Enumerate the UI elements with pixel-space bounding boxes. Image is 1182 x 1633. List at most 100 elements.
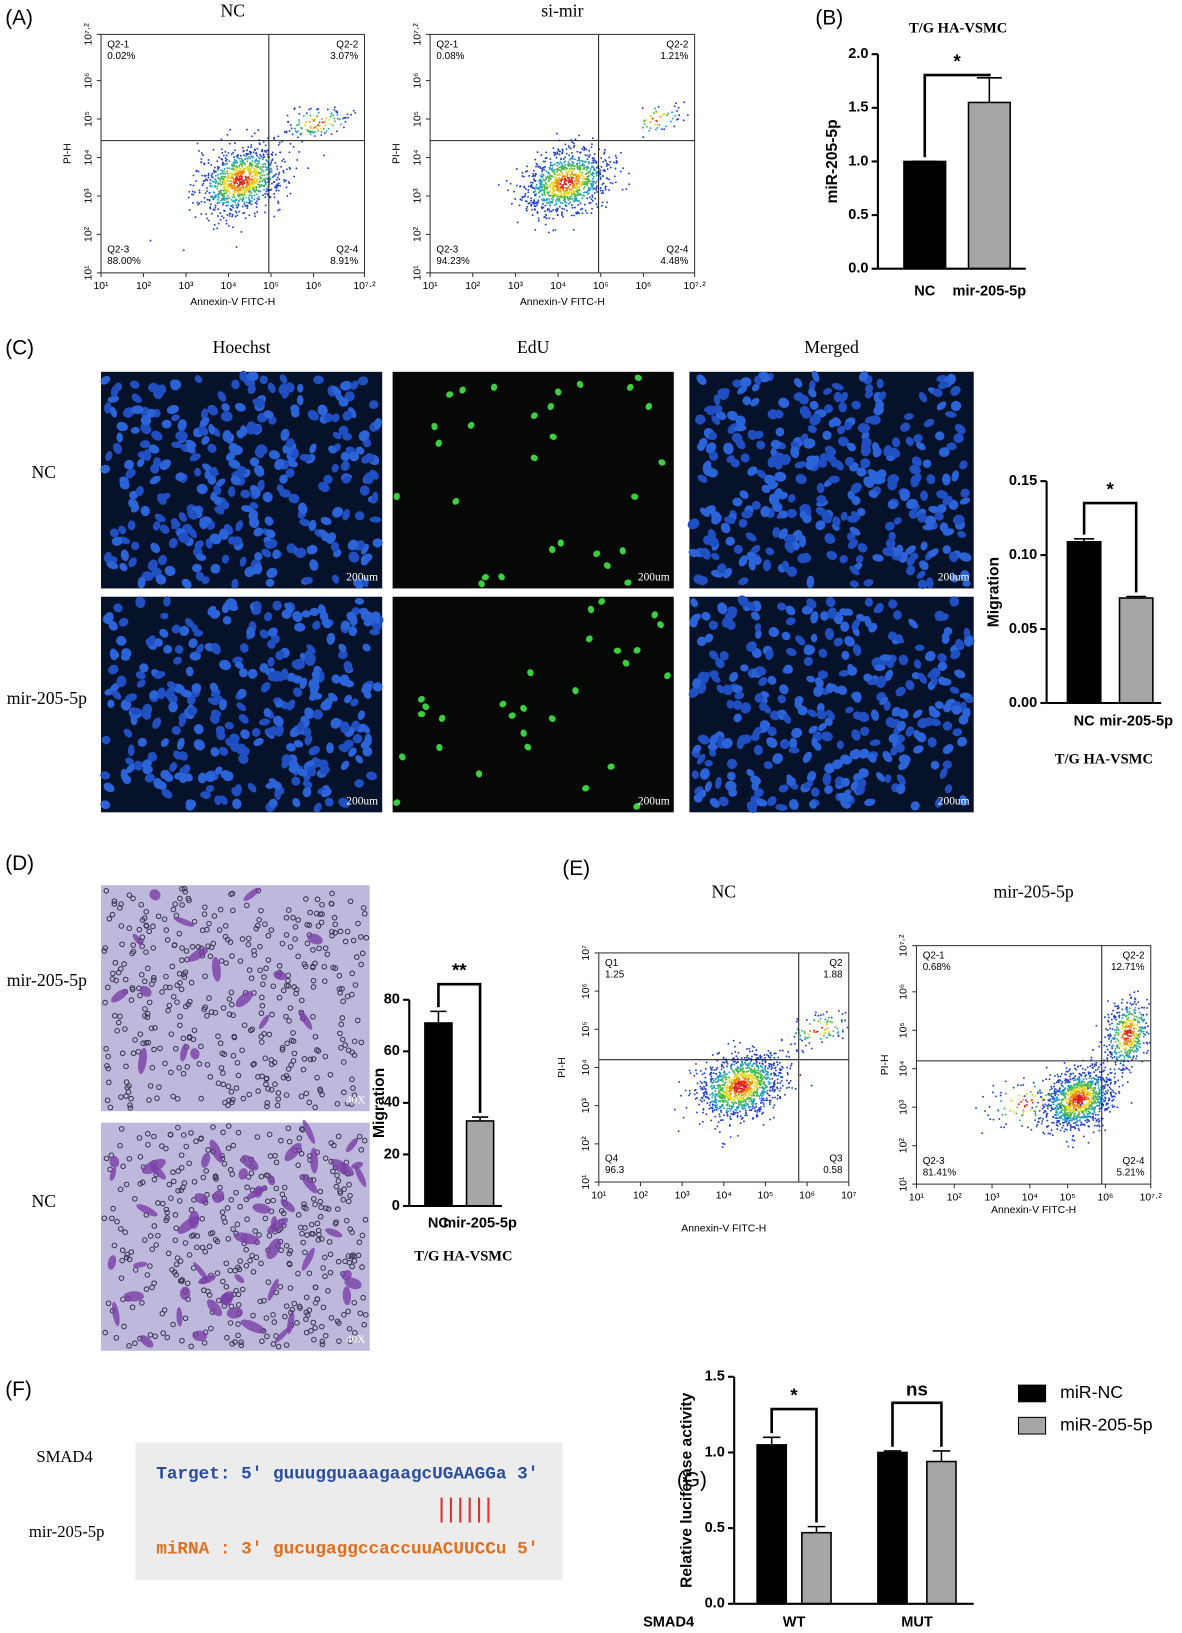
- y-tick-label: 10³: [83, 188, 94, 204]
- event-dot: [742, 1090, 745, 1093]
- event-dot: [567, 202, 570, 205]
- event-dot: [593, 159, 596, 162]
- event-dot: [530, 199, 532, 202]
- row-label: mir-205-5p: [29, 1522, 105, 1541]
- event-dot: [824, 1028, 827, 1031]
- event-dot: [741, 1076, 744, 1079]
- event-dot: [560, 157, 563, 160]
- event-dot: [1080, 1098, 1083, 1101]
- event-dot: [264, 166, 267, 168]
- event-dot: [1090, 1099, 1092, 1102]
- event-dot: [246, 184, 249, 187]
- event-dot: [201, 174, 204, 177]
- event-dot: [735, 1075, 738, 1078]
- event-dot: [237, 199, 240, 202]
- event-dot: [533, 178, 536, 181]
- event-dot: [657, 105, 660, 108]
- event-dot: [733, 1082, 735, 1085]
- event-dot: [814, 1011, 817, 1014]
- y-axis-label: Migration: [371, 1068, 388, 1138]
- event-dot: [198, 189, 201, 192]
- event-dot: [222, 154, 225, 157]
- event-dot: [770, 1063, 773, 1066]
- event-dot: [273, 215, 276, 218]
- event-dot: [1098, 1125, 1101, 1128]
- event-dot: [236, 187, 239, 190]
- event-dot: [779, 1082, 782, 1084]
- event-dot: [591, 199, 594, 202]
- event-dot: [1054, 1088, 1056, 1090]
- event-dot: [1106, 1084, 1109, 1087]
- event-dot: [207, 176, 210, 179]
- y-tick-label: 10⁶: [581, 983, 592, 999]
- event-dot: [733, 1080, 736, 1082]
- event-dot: [1073, 1085, 1076, 1087]
- event-dot: [192, 184, 195, 187]
- event-dot: [823, 1031, 826, 1034]
- event-dot: [602, 182, 605, 185]
- event-dot: [696, 1111, 698, 1114]
- event-dot: [781, 1076, 784, 1078]
- event-dot: [1080, 1109, 1083, 1111]
- event-dot: [276, 183, 279, 186]
- event-dot: [585, 148, 588, 151]
- event-dot: [586, 182, 589, 185]
- event-dot: [265, 159, 268, 162]
- event-dot: [194, 216, 197, 219]
- event-dot: [268, 189, 271, 192]
- event-dot: [742, 1104, 745, 1107]
- event-dot: [234, 188, 236, 191]
- event-dot: [720, 1078, 723, 1081]
- x-tick-label: mir-205-5p: [443, 1216, 517, 1232]
- event-dot: [311, 118, 314, 121]
- event-dot: [535, 185, 537, 188]
- event-dot: [225, 197, 228, 200]
- event-dot: [1118, 1085, 1121, 1088]
- event-dot: [1052, 1103, 1055, 1106]
- event-dot: [326, 108, 329, 111]
- event-dot: [535, 165, 537, 168]
- event-dot: [740, 1065, 743, 1068]
- event-dot: [1092, 1131, 1095, 1134]
- event-dot: [593, 192, 596, 194]
- event-dot: [754, 1109, 757, 1112]
- event-dot: [515, 168, 518, 170]
- event-dot: [587, 171, 590, 174]
- event-dot: [808, 1023, 811, 1025]
- event-dot: [535, 202, 538, 205]
- event-dot: [703, 1093, 706, 1096]
- event-dot: [682, 119, 685, 122]
- event-dot: [1103, 1093, 1106, 1096]
- event-dot: [219, 212, 222, 215]
- event-dot: [217, 201, 220, 204]
- event-dot: [243, 203, 246, 206]
- event-dot: [1138, 1017, 1141, 1020]
- event-dot: [323, 120, 326, 123]
- event-dot: [716, 1075, 719, 1078]
- event-dot: [570, 179, 573, 181]
- event-dot: [723, 1075, 726, 1078]
- event-dot: [236, 179, 239, 182]
- event-dot: [1060, 1072, 1063, 1075]
- event-dot: [768, 1094, 771, 1097]
- event-dot: [195, 180, 198, 182]
- event-dot: [1091, 1102, 1094, 1105]
- event-dot: [226, 213, 229, 216]
- event-dot: [202, 154, 204, 157]
- event-dot: [192, 174, 195, 177]
- event-dot: [576, 167, 579, 170]
- event-dot: [217, 173, 220, 176]
- quadrant-percent: 0.02%: [107, 51, 135, 62]
- event-dot: [261, 174, 263, 177]
- event-dot: [1074, 1101, 1077, 1104]
- event-dot: [537, 201, 540, 204]
- event-dot: [569, 147, 572, 150]
- event-dot: [1046, 1107, 1049, 1110]
- event-dot: [570, 195, 573, 197]
- event-dot: [275, 173, 278, 175]
- event-dot: [740, 1080, 743, 1083]
- event-dot: [591, 180, 594, 183]
- event-dot: [1118, 1068, 1120, 1070]
- event-dot: [1111, 1104, 1114, 1107]
- event-dot: [235, 159, 238, 162]
